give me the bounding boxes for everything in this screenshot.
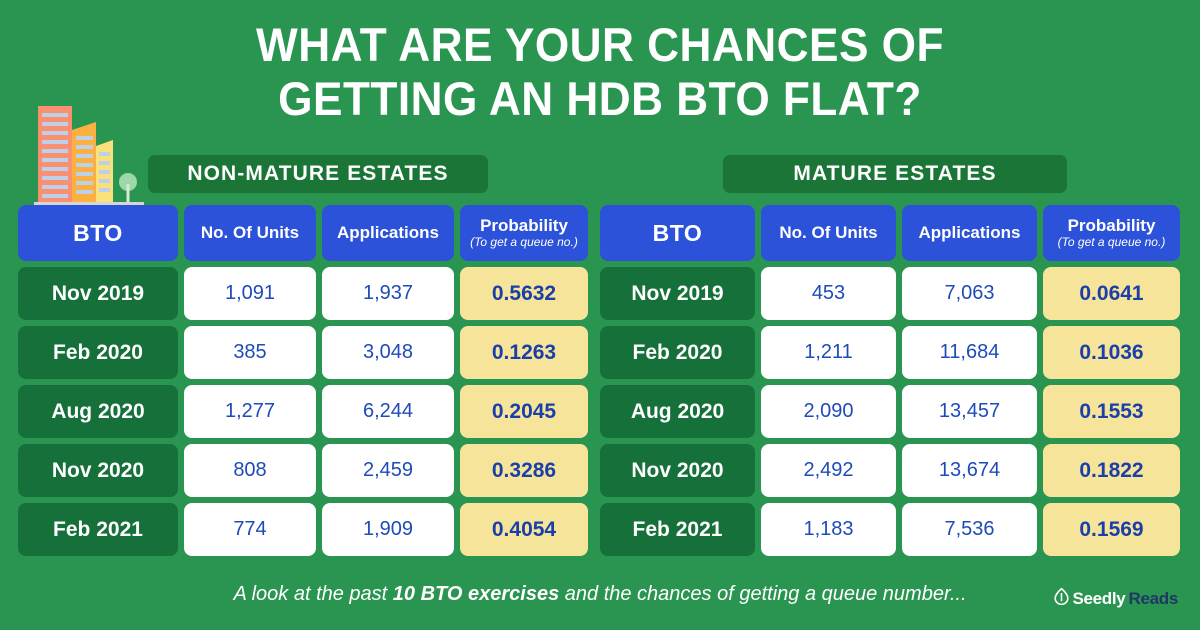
table-row: Nov 2019 453 7,063 0.0641 [600, 267, 1180, 320]
cell-probability: 0.5632 [460, 267, 588, 320]
column-header-units: No. Of Units [761, 205, 896, 261]
cell-units: 808 [184, 444, 316, 497]
cell-units: 1,091 [184, 267, 316, 320]
seedly-leaf-icon [1054, 587, 1070, 610]
cell-probability: 0.1553 [1043, 385, 1180, 438]
cell-units: 1,183 [761, 503, 896, 556]
cell-probability: 0.1036 [1043, 326, 1180, 379]
cell-bto: Nov 2019 [600, 267, 755, 320]
cell-probability: 0.0641 [1043, 267, 1180, 320]
table-row: Feb 2021 1,183 7,536 0.1569 [600, 503, 1180, 556]
table-non-mature-estates: BTO No. Of Units Applications Probabilit… [18, 205, 588, 556]
cell-bto: Nov 2019 [18, 267, 178, 320]
column-header-applications: Applications [322, 205, 454, 261]
footer-emphasis: 10 BTO exercises [392, 583, 560, 605]
table-row: Aug 2020 2,090 13,457 0.1553 [600, 385, 1180, 438]
column-header-units: No. Of Units [184, 205, 316, 261]
table-row: Nov 2019 1,091 1,937 0.5632 [18, 267, 588, 320]
cell-applications: 3,048 [322, 326, 454, 379]
cell-bto: Feb 2020 [18, 326, 178, 379]
cell-units: 1,277 [184, 385, 316, 438]
footer-prefix: A look at the past [233, 583, 393, 605]
title-line-2: GETTING AN HDB BTO FLAT? [278, 72, 922, 125]
cell-bto: Feb 2021 [600, 503, 755, 556]
column-header-probability-main: Probability [480, 216, 568, 235]
cell-bto: Nov 2020 [600, 444, 755, 497]
column-header-bto: BTO [600, 205, 755, 261]
hdb-buildings-illustration [20, 88, 160, 213]
building-windows-icon [42, 113, 110, 198]
cell-probability: 0.2045 [460, 385, 588, 438]
table-row: Feb 2020 1,211 11,684 0.1036 [600, 326, 1180, 379]
column-header-applications: Applications [902, 205, 1037, 261]
cell-applications: 7,063 [902, 267, 1037, 320]
table-row: Nov 2020 808 2,459 0.3286 [18, 444, 588, 497]
cell-applications: 11,684 [902, 326, 1037, 379]
cell-applications: 2,459 [322, 444, 454, 497]
logo-text-seedly: Seedly [1072, 589, 1126, 608]
cell-units: 385 [184, 326, 316, 379]
footer-suffix: and the chances of getting a queue numbe… [559, 583, 967, 605]
logo-text-reads: Reads [1128, 589, 1178, 608]
column-header-probability-sub: (To get a queue no.) [1057, 235, 1166, 249]
cell-applications: 1,909 [322, 503, 454, 556]
cell-probability: 0.4054 [460, 503, 588, 556]
cell-probability: 0.1263 [460, 326, 588, 379]
table-row: Feb 2020 385 3,048 0.1263 [18, 326, 588, 379]
table-header-row: BTO No. Of Units Applications Probabilit… [600, 205, 1180, 261]
column-header-probability-main: Probability [1067, 216, 1156, 235]
cell-bto: Aug 2020 [600, 385, 755, 438]
cell-units: 1,211 [761, 326, 896, 379]
column-header-bto: BTO [18, 205, 178, 261]
cell-bto: Aug 2020 [18, 385, 178, 438]
tree-icon [119, 173, 137, 202]
cell-applications: 13,457 [902, 385, 1037, 438]
page-title: WHAT ARE YOUR CHANCES OF GETTING AN HDB … [0, 18, 1200, 126]
cell-bto: Feb 2020 [600, 326, 755, 379]
cell-bto: Feb 2021 [18, 503, 178, 556]
title-line-1: WHAT ARE YOUR CHANCES OF [256, 18, 944, 71]
cell-applications: 13,674 [902, 444, 1037, 497]
table-row: Nov 2020 2,492 13,674 0.1822 [600, 444, 1180, 497]
cell-probability: 0.1822 [1043, 444, 1180, 497]
table-mature-estates: BTO No. Of Units Applications Probabilit… [600, 205, 1180, 556]
cell-units: 774 [184, 503, 316, 556]
section-banner-mature: MATURE ESTATES [723, 155, 1067, 193]
column-header-probability-sub: (To get a queue no.) [470, 235, 578, 249]
seedly-reads-logo[interactable]: Seedly Reads [1054, 587, 1178, 610]
column-header-probability: Probability (To get a queue no.) [1043, 205, 1180, 261]
table-row: Feb 2021 774 1,909 0.4054 [18, 503, 588, 556]
cell-units: 2,090 [761, 385, 896, 438]
cell-bto: Nov 2020 [18, 444, 178, 497]
footer-caption: A look at the past 10 BTO exercises and … [0, 583, 1200, 606]
cell-applications: 1,937 [322, 267, 454, 320]
cell-units: 2,492 [761, 444, 896, 497]
table-header-row: BTO No. Of Units Applications Probabilit… [18, 205, 588, 261]
section-banner-non-mature: NON-MATURE ESTATES [148, 155, 488, 193]
table-row: Aug 2020 1,277 6,244 0.2045 [18, 385, 588, 438]
cell-probability: 0.1569 [1043, 503, 1180, 556]
cell-units: 453 [761, 267, 896, 320]
column-header-probability: Probability (To get a queue no.) [460, 205, 588, 261]
cell-probability: 0.3286 [460, 444, 588, 497]
cell-applications: 6,244 [322, 385, 454, 438]
cell-applications: 7,536 [902, 503, 1037, 556]
